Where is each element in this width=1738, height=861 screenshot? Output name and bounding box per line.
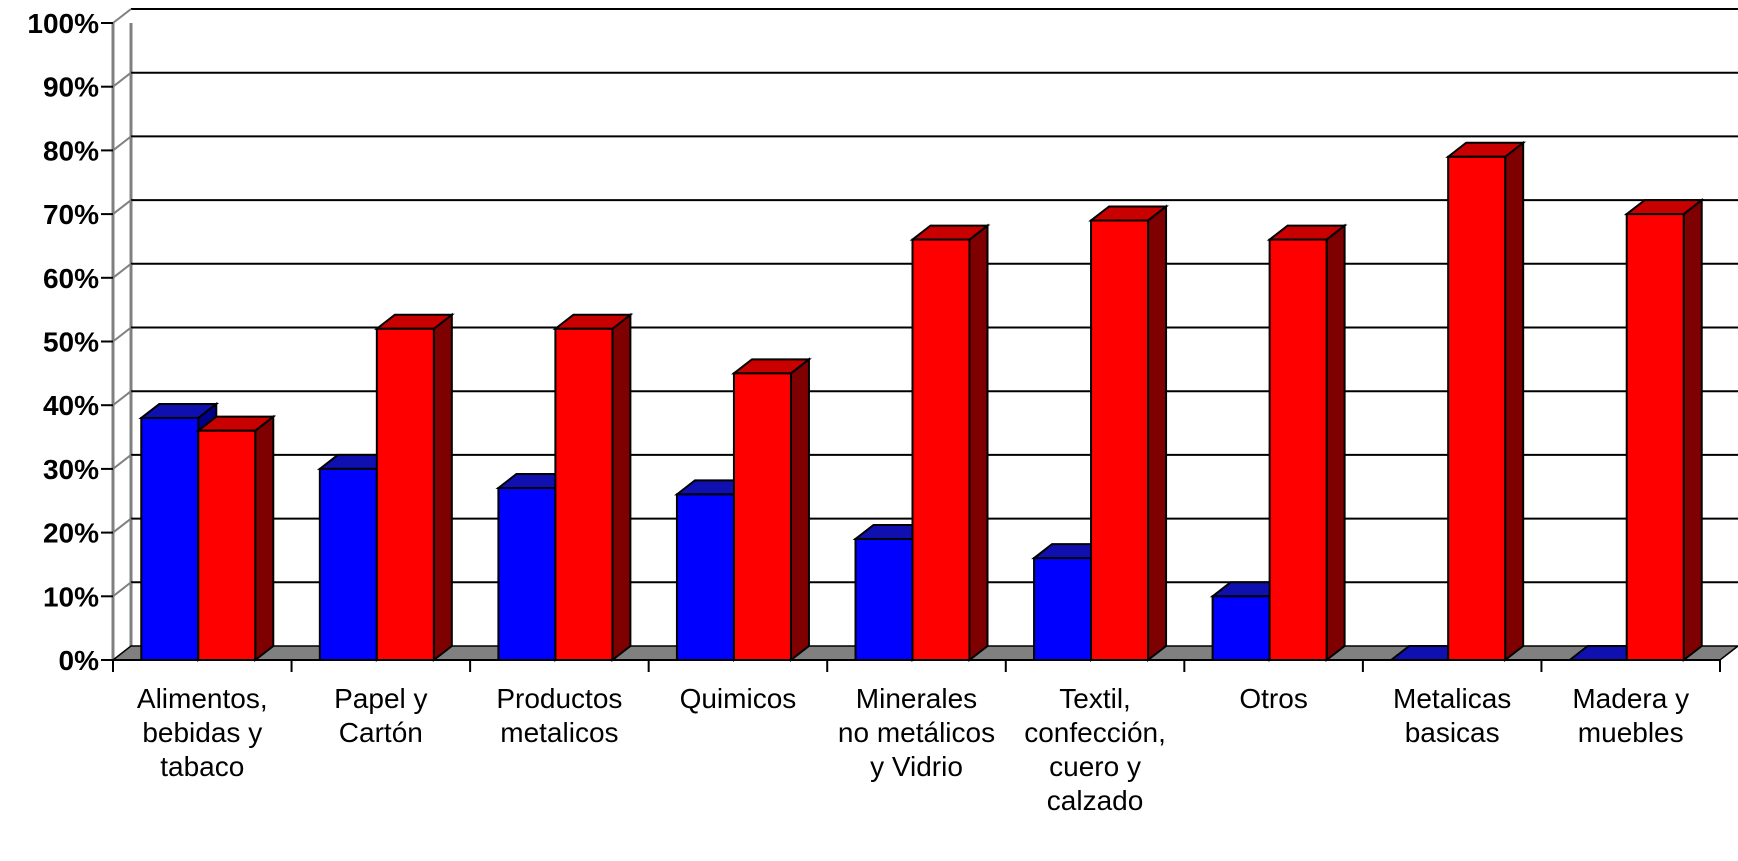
x-tick-label-line: cuero y [1049, 751, 1141, 782]
bar-series2-side [254, 414, 275, 663]
y-tick-label: 70% [43, 199, 99, 230]
x-tick-label-line: basicas [1405, 717, 1500, 748]
x-tick-label-line: Minerales [856, 683, 977, 714]
y-tick-label: 80% [43, 135, 99, 166]
bar-series1 [854, 537, 914, 661]
gridline-side [112, 199, 132, 215]
gridline-side [112, 263, 132, 279]
bar-series1 [675, 493, 735, 661]
bar-series1 [140, 416, 200, 661]
x-tick-label: Papel y Cartón [334, 683, 427, 748]
x-tick-label: Metalicas basicas [1393, 683, 1511, 748]
bar-series1 [318, 467, 378, 661]
gridline-side [112, 8, 132, 24]
x-tick-label: Quimicos [680, 683, 797, 714]
bar-series2-side [968, 223, 989, 663]
x-tick-label-line: Madera y [1572, 683, 1689, 714]
x-tick-label-line: Metalicas [1393, 683, 1511, 714]
y-tick-label: 90% [43, 72, 99, 103]
x-tick-label-line: Cartón [339, 717, 423, 748]
bar-series1 [497, 487, 557, 662]
x-tick-label: Otros [1239, 683, 1307, 714]
x-tick-label: Alimentos, bebidas y tabaco [137, 683, 268, 782]
bar-series2 [554, 327, 614, 661]
y-tick-label: 30% [43, 454, 99, 485]
bar-series2-side [1147, 204, 1168, 663]
y-tick-label: 40% [43, 390, 99, 421]
gridline-side [112, 71, 132, 88]
bar-series2 [911, 238, 971, 662]
bar-series2-side [432, 312, 453, 663]
x-tick-label-line: Textil, [1059, 683, 1131, 714]
y-tick-label: 100% [27, 8, 99, 39]
gridline-side [112, 390, 132, 406]
y-tick-label: 50% [43, 327, 99, 358]
x-tick-label-line: Productos [496, 683, 622, 714]
bar-series2 [1090, 219, 1150, 661]
gridline-side [112, 454, 132, 470]
x-tick-label: Textil, confección, cuero y calzado [1024, 683, 1166, 816]
bar-series2-side [1504, 140, 1525, 663]
bar-series1 [1211, 595, 1271, 661]
x-tick-label-line: Alimentos, [137, 683, 268, 714]
x-tick-label: Madera y muebles [1572, 683, 1689, 748]
x-tick-label-line: Otros [1239, 683, 1307, 714]
bar-series2-side [1325, 223, 1346, 663]
gridline-side [112, 517, 132, 534]
y-tick-label: 60% [43, 263, 99, 294]
gridline-side [112, 135, 132, 152]
bar-series2 [197, 429, 257, 661]
x-tick-label-line: Papel y [334, 683, 427, 714]
bar-series2 [375, 327, 435, 661]
x-tick-label-line: muebles [1578, 717, 1684, 748]
bar-series2 [1268, 238, 1328, 662]
x-tick-label: Minerales no metálicos y Vidrio [838, 683, 995, 782]
bar-series2-side [789, 357, 810, 663]
bar-series2 [1625, 213, 1685, 661]
x-tick-label-line: Quimicos [680, 683, 797, 714]
y-tick-label: 10% [43, 581, 99, 612]
bar-series2-side [1682, 198, 1703, 663]
bar-series2 [1447, 155, 1507, 662]
gridline-side [112, 581, 132, 598]
x-tick-label-line: metalicos [500, 717, 618, 748]
x-tick-label-line: bebidas y [142, 717, 262, 748]
gridline-side [112, 326, 132, 343]
bar-series1 [1033, 557, 1093, 662]
x-tick-label-line: calzado [1047, 785, 1144, 816]
x-tick-label: Productos metalicos [496, 683, 622, 748]
x-tick-label-line: confección, [1024, 717, 1166, 748]
bar-series2-side [611, 312, 632, 663]
y-tick-label: 20% [43, 518, 99, 549]
x-tick-label-line: tabaco [160, 751, 244, 782]
x-tick-label-line: no metálicos [838, 717, 995, 748]
y-tick-label: 0% [59, 645, 100, 676]
bar-series2 [732, 372, 792, 661]
x-tick-label-line: y Vidrio [870, 751, 963, 782]
